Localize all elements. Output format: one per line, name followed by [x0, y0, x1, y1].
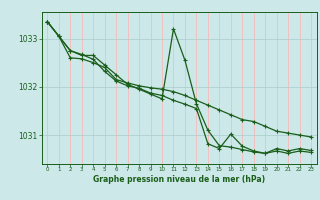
X-axis label: Graphe pression niveau de la mer (hPa): Graphe pression niveau de la mer (hPa)	[93, 175, 265, 184]
